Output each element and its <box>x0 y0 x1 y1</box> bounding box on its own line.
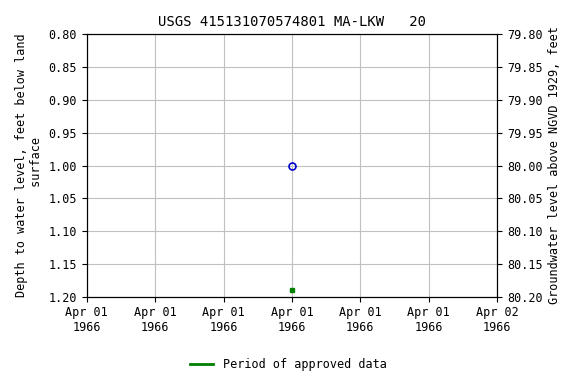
Y-axis label: Groundwater level above NGVD 1929, feet: Groundwater level above NGVD 1929, feet <box>548 26 561 305</box>
Legend: Period of approved data: Period of approved data <box>185 354 391 376</box>
Y-axis label: Depth to water level, feet below land
 surface: Depth to water level, feet below land su… <box>15 34 43 297</box>
Title: USGS 415131070574801 MA-LKW   20: USGS 415131070574801 MA-LKW 20 <box>158 15 426 29</box>
